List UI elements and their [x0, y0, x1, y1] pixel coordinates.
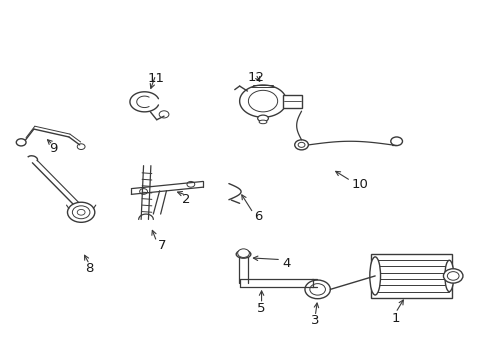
Circle shape: [16, 139, 26, 146]
Text: 5: 5: [257, 302, 265, 315]
Circle shape: [447, 272, 458, 280]
Text: 11: 11: [147, 72, 164, 85]
Circle shape: [72, 206, 90, 219]
Circle shape: [390, 137, 402, 145]
Circle shape: [67, 202, 95, 222]
Circle shape: [309, 284, 325, 295]
Text: 7: 7: [158, 239, 166, 252]
Text: 4: 4: [282, 257, 290, 270]
Circle shape: [237, 249, 249, 257]
Circle shape: [443, 269, 462, 283]
Circle shape: [305, 280, 330, 299]
Bar: [282, 95, 302, 108]
Ellipse shape: [369, 257, 380, 295]
Text: 2: 2: [182, 193, 190, 206]
Bar: [370, 253, 451, 298]
Text: 9: 9: [49, 142, 57, 155]
Ellipse shape: [444, 260, 453, 292]
Circle shape: [294, 140, 308, 150]
Ellipse shape: [257, 115, 268, 122]
Text: 8: 8: [85, 262, 93, 275]
Text: 12: 12: [247, 71, 264, 84]
Text: 1: 1: [390, 311, 399, 325]
Ellipse shape: [236, 250, 250, 258]
Text: 10: 10: [351, 178, 368, 191]
Text: 3: 3: [310, 314, 319, 327]
Ellipse shape: [259, 120, 266, 124]
Text: 6: 6: [254, 210, 262, 223]
